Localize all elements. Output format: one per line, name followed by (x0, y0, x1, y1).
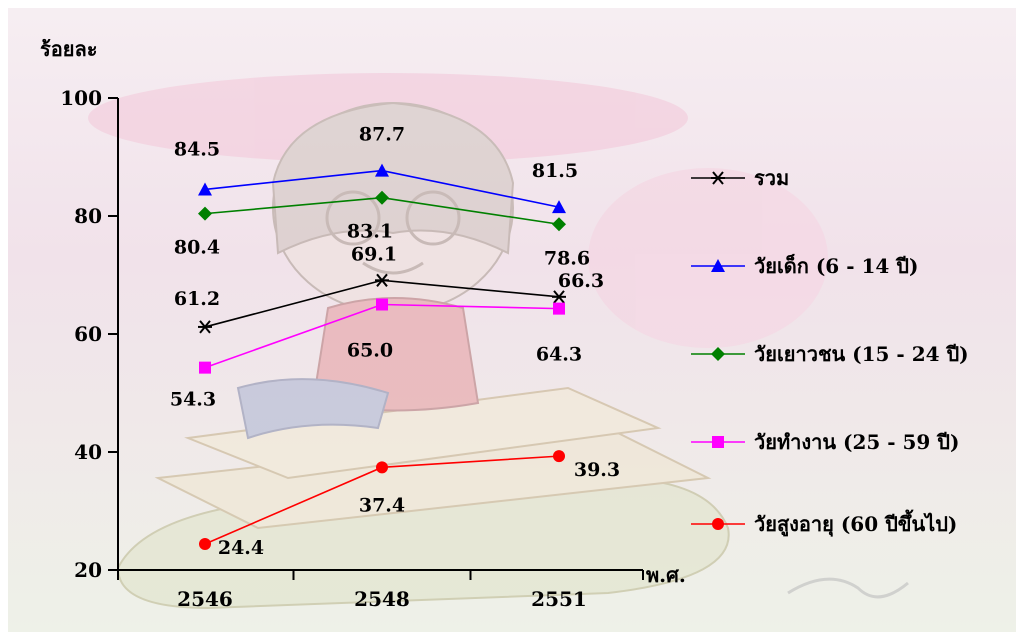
data-label: 37.4 (359, 494, 405, 516)
data-label: 64.3 (536, 344, 582, 366)
y-tick-label: 80 (74, 204, 102, 228)
y-axis-title: ร้อยละ (40, 37, 97, 61)
legend-item: วัยสูงอายุ (60 ปีขึ้นไป) (691, 509, 957, 538)
triangle-marker (711, 259, 725, 272)
chart-area: ร้อยละ พ.ศ. 20 40 60 80 100 2546 2548 2551 61.2… (8, 8, 1016, 632)
data-label: 83.1 (347, 221, 393, 243)
legend-label: วัยเด็ก (6 - 14 ปี) (754, 253, 918, 278)
data-label: 80.4 (174, 237, 220, 259)
circle-marker (712, 518, 724, 530)
asterisk-marker (711, 171, 725, 185)
data-label: 81.5 (532, 160, 578, 182)
background-illustration (88, 73, 909, 610)
square-marker (553, 302, 565, 315)
data-label: 69.1 (351, 243, 397, 265)
legend-item: วัยเด็ก (6 - 14 ปี) (691, 253, 918, 278)
asterisk-marker (552, 290, 566, 304)
diamond-marker (552, 217, 566, 232)
data-label: 87.7 (359, 124, 405, 146)
data-label: 61.2 (174, 288, 220, 310)
legend-label: วัยเยาวชน (15 - 24 ปี) (754, 342, 969, 366)
circle-marker (376, 461, 388, 474)
data-label: 24.4 (218, 537, 264, 559)
circle-marker (553, 450, 565, 463)
data-label: 66.3 (558, 270, 604, 292)
plot-series: 61.2 69.1 66.3 84.5 87.7 81.5 80.4 83.1 78.6 54.3… (170, 124, 620, 559)
line-chart: ร้อยละ พ.ศ. 20 40 60 80 100 2546 2548 2551 61.2… (40, 37, 969, 611)
y-tick-label: 60 (74, 322, 102, 346)
data-label: 54.3 (170, 389, 216, 411)
series-group: 54.3 65.0 64.3 (170, 298, 582, 411)
axes: 20 40 60 80 100 2546 2548 2551 (60, 86, 644, 611)
square-marker (376, 298, 388, 311)
series-group: 80.4 83.1 78.6 (174, 190, 590, 269)
circle-marker (199, 538, 211, 551)
x-axis-title: พ.ศ. (646, 563, 686, 587)
triangle-marker (552, 200, 566, 214)
diamond-marker (375, 190, 389, 205)
x-tick-label: 2546 (177, 587, 233, 611)
legend-item: วัยเยาวชน (15 - 24 ปี) (691, 342, 969, 366)
legend-label: วัยทำงาน (25 - 59 ปี) (754, 430, 959, 454)
data-label: 78.6 (544, 247, 590, 269)
y-tick-label: 100 (60, 86, 102, 110)
series-group: 61.2 69.1 66.3 (174, 243, 604, 334)
triangle-marker (198, 182, 212, 196)
diamond-marker (198, 206, 212, 221)
legend-item: รวม (691, 166, 789, 190)
triangle-marker (375, 163, 389, 177)
legend-label: รวม (754, 166, 789, 190)
y-tick-label: 40 (74, 440, 102, 464)
asterisk-marker (375, 273, 389, 287)
data-label: 84.5 (174, 138, 220, 160)
data-label: 39.3 (574, 459, 620, 481)
series-group: 84.5 87.7 81.5 (174, 124, 578, 214)
y-tick-label: 20 (74, 558, 102, 582)
x-tick-label: 2551 (531, 587, 587, 611)
legend-label: วัยสูงอายุ (60 ปีขึ้นไป) (754, 509, 957, 538)
legend-item: วัยทำงาน (25 - 59 ปี) (691, 430, 959, 454)
diamond-marker (711, 347, 725, 361)
square-marker (199, 361, 211, 374)
square-marker (712, 436, 724, 448)
data-label: 65.0 (347, 340, 393, 362)
asterisk-marker (198, 320, 212, 334)
x-tick-label: 2548 (354, 587, 410, 611)
series-group: 24.4 37.4 39.3 (199, 450, 620, 559)
